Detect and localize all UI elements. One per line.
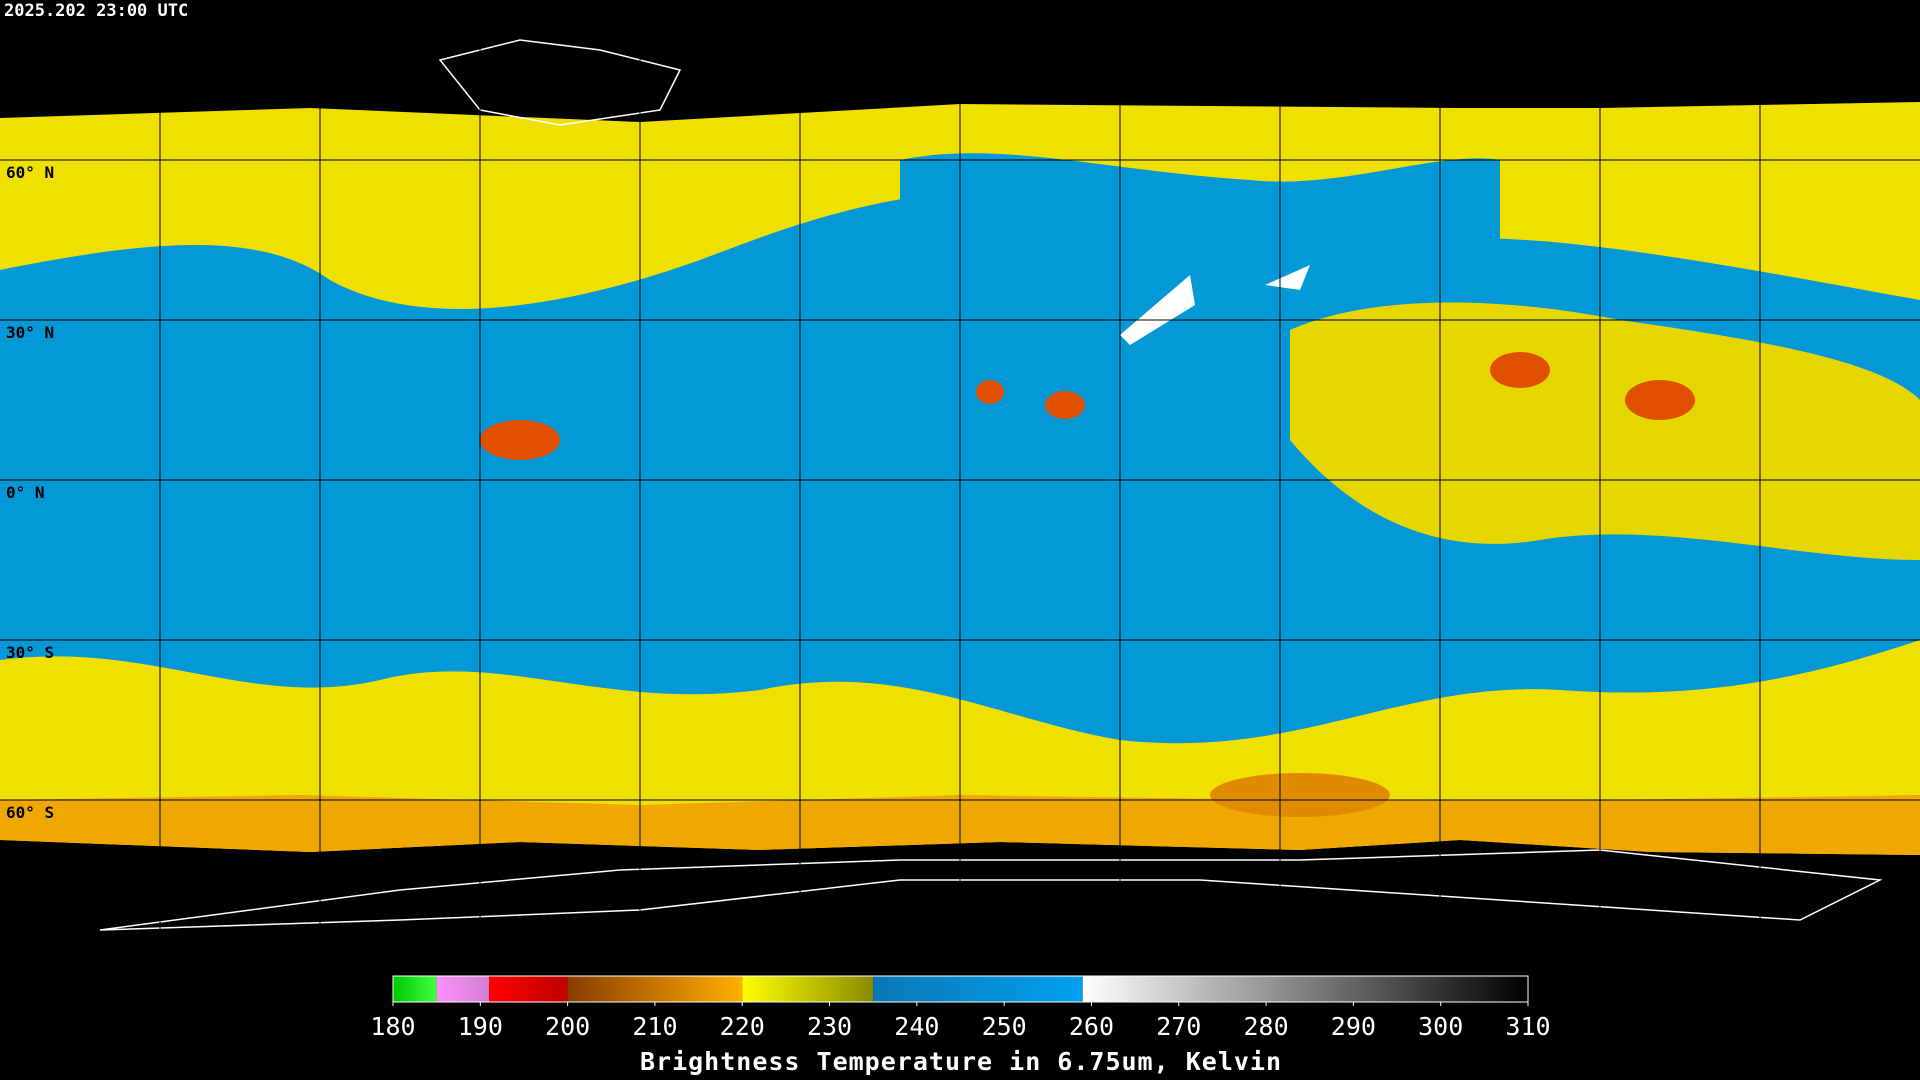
colorbar-tick-label: 250 (982, 1012, 1027, 1041)
colorbar-tick-label: 240 (894, 1012, 939, 1041)
coastline (99, 849, 1883, 931)
yellow-region (1290, 302, 1920, 560)
convection (1045, 391, 1085, 419)
colorbar-segment (436, 976, 490, 1002)
latitude-label: 30° N (6, 323, 54, 342)
colorbar-tick-label: 230 (807, 1012, 852, 1041)
dry-area (1265, 265, 1310, 290)
orange-region (1210, 773, 1390, 817)
colorbar-tick-label: 260 (1069, 1012, 1114, 1041)
colorbar-segment (567, 976, 743, 1002)
colorbar-segment (1082, 976, 1528, 1002)
latitude-label: 30° S (6, 643, 54, 662)
convection (480, 420, 560, 460)
colorbar-tick-label: 310 (1505, 1012, 1550, 1041)
colorbar-frame (392, 975, 1529, 1003)
convection (1625, 380, 1695, 420)
latitude-label: 60° N (6, 163, 54, 182)
colorbar: 180 190 200 210 220 230 240 250 260 270 280 290 300 3… (370, 975, 1551, 1041)
colorbar-tick-label: 190 (458, 1012, 503, 1041)
dry-area (1120, 275, 1195, 345)
colorbar-tick-label: 180 (370, 1012, 415, 1041)
blue-region (900, 153, 1500, 249)
colorbar-tick-label: 210 (632, 1012, 677, 1041)
timestamp: 2025.202 23:00 UTC (4, 1, 188, 21)
colorbar-title: Brightness Temperature in 6.75um, Kelvin (640, 1047, 1282, 1076)
latitude-label: 0° N (6, 483, 45, 502)
colorbar-segment (873, 976, 1083, 1002)
colorbar-segment (393, 976, 437, 1002)
colorbar-tick-label: 300 (1418, 1012, 1463, 1041)
colorbar-tick-label: 220 (720, 1012, 765, 1041)
colorbar-segment (742, 976, 874, 1002)
colorbar-tick-label: 280 (1243, 1012, 1288, 1041)
convection (976, 380, 1004, 404)
colorbar-tick-label: 270 (1156, 1012, 1201, 1041)
colorbar-segment (489, 976, 568, 1002)
latitude-label: 60° S (6, 803, 54, 822)
convection (1490, 352, 1550, 388)
graticule: 60° N 30° N 0° N 30° S 60° S (0, 0, 1920, 960)
coastline (438, 39, 682, 126)
colorbar-tick-label: 290 (1331, 1012, 1376, 1041)
colorbar-tick-label: 200 (545, 1012, 590, 1041)
